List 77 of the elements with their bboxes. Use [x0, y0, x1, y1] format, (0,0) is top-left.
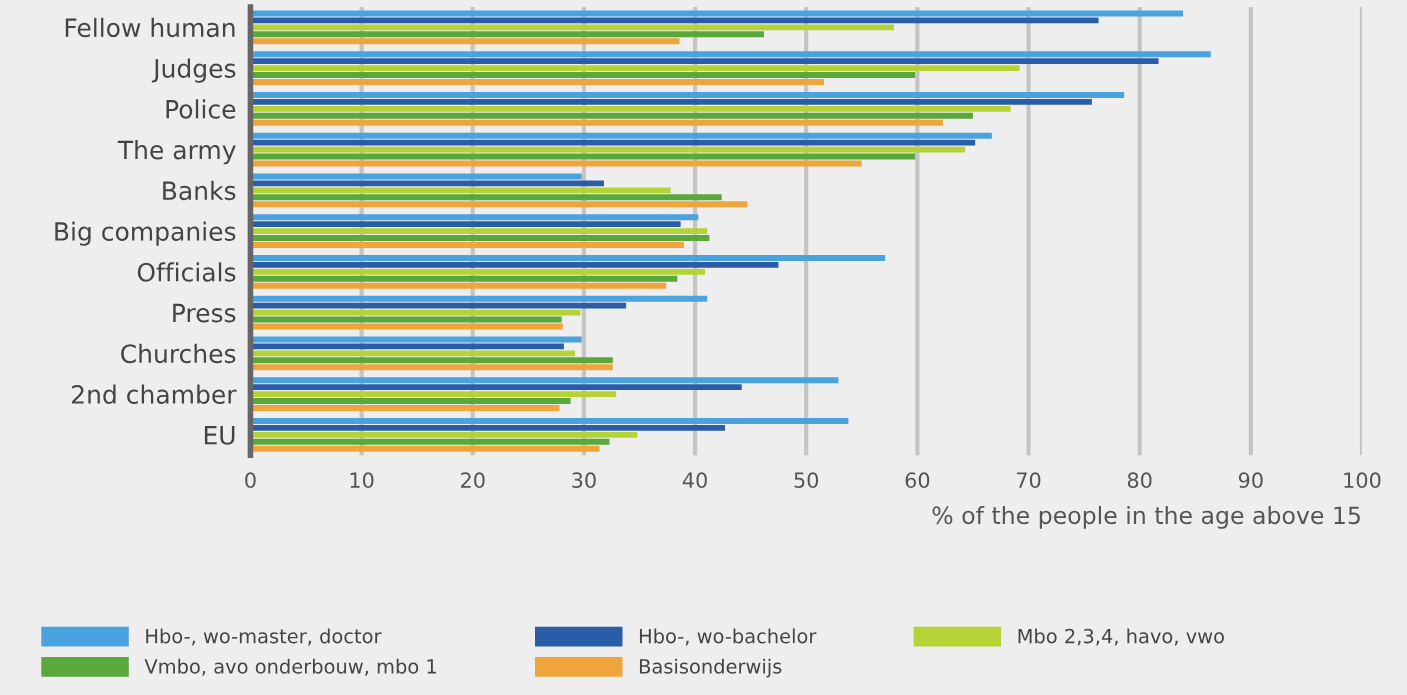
x-tick-label: 0	[245, 472, 256, 489]
bar	[250, 391, 617, 398]
bar	[250, 424, 726, 431]
legend-label: Hbo-, wo-bachelor	[639, 628, 817, 646]
x-tick-label: 100	[1344, 472, 1381, 489]
bar	[250, 201, 748, 208]
bar	[250, 235, 710, 241]
bar	[250, 160, 862, 167]
x-tick-label: 80	[1127, 472, 1152, 489]
bar	[250, 384, 742, 391]
bar	[250, 377, 839, 384]
legend-label: Mbo 2,3,4, havo, vwo	[1018, 628, 1224, 646]
bar	[250, 146, 966, 153]
legend-label: Vmbo, avo onderbouw, mbo 1	[144, 658, 436, 676]
bar	[250, 187, 671, 194]
bar	[250, 51, 1211, 58]
x-tick-label: 30	[572, 472, 596, 489]
bar	[250, 364, 613, 371]
bar	[250, 180, 604, 187]
bar	[250, 242, 684, 248]
bar	[250, 65, 1020, 72]
bar	[250, 132, 992, 139]
y-tick-label: The army	[117, 140, 236, 165]
bar	[250, 31, 764, 38]
bar	[250, 275, 678, 282]
y-tick-label: Fellow human	[65, 17, 235, 38]
bar	[250, 268, 706, 275]
bar	[250, 112, 973, 119]
bar	[250, 255, 886, 261]
bar	[250, 398, 571, 404]
x-tick-label: 40	[682, 472, 707, 489]
y-tick-label: Banks	[163, 180, 236, 201]
x-tick-label: 70	[1016, 472, 1041, 489]
bar	[250, 309, 581, 316]
bar	[250, 24, 895, 31]
bar	[250, 58, 1159, 65]
bar	[250, 261, 779, 268]
bar	[250, 302, 627, 309]
legend-label: Hbo-, wo-master, doctor	[146, 628, 382, 646]
bar	[250, 350, 576, 357]
bar	[250, 98, 1092, 105]
y-tick-label: Press	[173, 303, 236, 323]
bar	[250, 78, 824, 85]
bar	[250, 445, 600, 452]
bar	[250, 431, 638, 438]
bar	[250, 282, 667, 289]
x-tick-label: 60	[905, 472, 930, 489]
bar	[250, 357, 613, 364]
bar	[250, 105, 1011, 112]
y-tick-label: Churches	[121, 343, 236, 364]
bar	[250, 405, 560, 411]
x-tick-label: 20	[461, 472, 485, 489]
legend-label: Basisonderwijs	[639, 658, 782, 678]
y-tick-label: 2nd chamber	[72, 384, 237, 404]
bar	[250, 38, 680, 45]
x-axis-title: % of the people in the age above 15	[932, 505, 1360, 529]
bar	[250, 228, 708, 235]
y-tick-label: Officials	[137, 262, 236, 282]
bar	[250, 214, 699, 221]
bar	[250, 418, 849, 424]
bar	[250, 221, 681, 228]
x-tick-label: 50	[794, 472, 819, 489]
x-tick-label: 90	[1238, 472, 1263, 489]
bar	[250, 194, 722, 201]
bar	[250, 17, 1099, 24]
bar	[250, 92, 1125, 98]
y-tick-label: Big companies	[55, 221, 236, 246]
y-tick-label: Police	[166, 99, 236, 119]
x-tick-label: 10	[350, 472, 374, 489]
bar	[250, 343, 564, 350]
bar	[250, 119, 943, 126]
y-tick-label: Judges	[151, 58, 236, 83]
bar	[250, 295, 708, 302]
bar	[250, 438, 610, 445]
bar	[250, 139, 976, 146]
y-tick-label: EU	[204, 426, 235, 445]
bar	[250, 72, 916, 78]
